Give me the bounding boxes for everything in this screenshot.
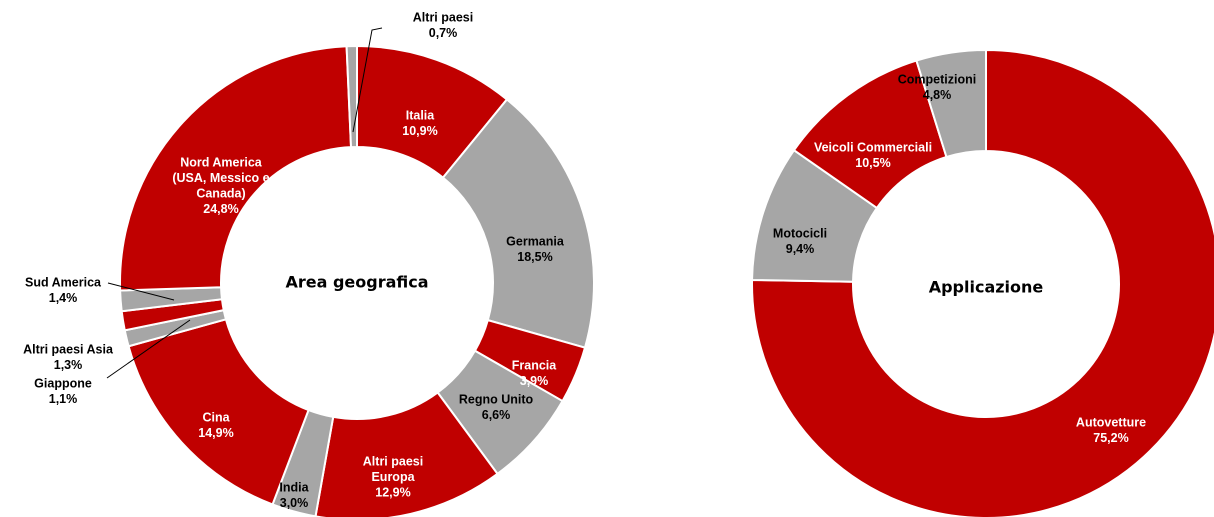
slice-autovetture	[751, 48, 1214, 517]
slice-germania	[441, 98, 595, 349]
data-label-motocicli: Motocicli 9,4%	[773, 226, 827, 256]
data-label-sud-america: Sud America 1,4%	[25, 275, 102, 305]
data-label-altri-paesi: Altri paesi 0,7%	[413, 10, 473, 40]
data-label-altri-paesi-europa: Altri paesi Europa 12,9%	[363, 454, 423, 499]
leader-line-giappone	[106, 319, 191, 379]
data-label-veicoli-commerciali: Veicoli Commerciali 10,5%	[814, 140, 932, 170]
slice-competizioni	[915, 48, 987, 159]
data-label-italia: Italia 10,9%	[402, 108, 437, 138]
data-label-cina: Cina 14,9%	[198, 410, 233, 440]
data-label-regno-unito: Regno Unito 6,6%	[459, 392, 534, 422]
data-label-giappone: Giappone 1,1%	[34, 376, 92, 406]
donut-applicazione: Autovetture 75,2% Motocicli 9,4% Veicoli Com…	[751, 48, 1214, 517]
chart-title: Applicazione	[929, 278, 1044, 297]
data-label-altri-paesi-asia: Altri paesi Asia 1,3%	[23, 342, 114, 372]
slice-nord-america-usa-messico-e-canada	[119, 45, 353, 292]
data-label-india: India 3,0%	[279, 480, 309, 510]
data-label-nord-america-usa-messico-e-canada: Nord America (USA, Messico e Canada) 24,8%	[172, 155, 269, 216]
donut-area-geografica: Italia 10,9% Germania 18,5% Francia 3,9% Regno…	[23, 10, 595, 517]
data-label-francia: Francia 3,9%	[512, 358, 558, 388]
leader-line-altri-paesi	[352, 27, 383, 133]
data-label-autovetture: Autovetture 75,2%	[1076, 415, 1146, 445]
chart-title: Area geografica	[285, 273, 428, 292]
data-label-germania: Germania 18,5%	[506, 234, 565, 264]
data-label-competizioni: Competizioni 4,8%	[898, 72, 976, 102]
leader-line-sud-america	[107, 282, 175, 301]
